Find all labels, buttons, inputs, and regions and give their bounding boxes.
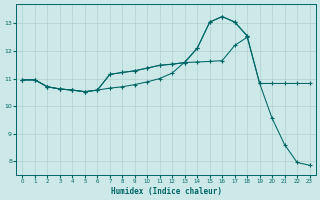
X-axis label: Humidex (Indice chaleur): Humidex (Indice chaleur) — [110, 187, 221, 196]
